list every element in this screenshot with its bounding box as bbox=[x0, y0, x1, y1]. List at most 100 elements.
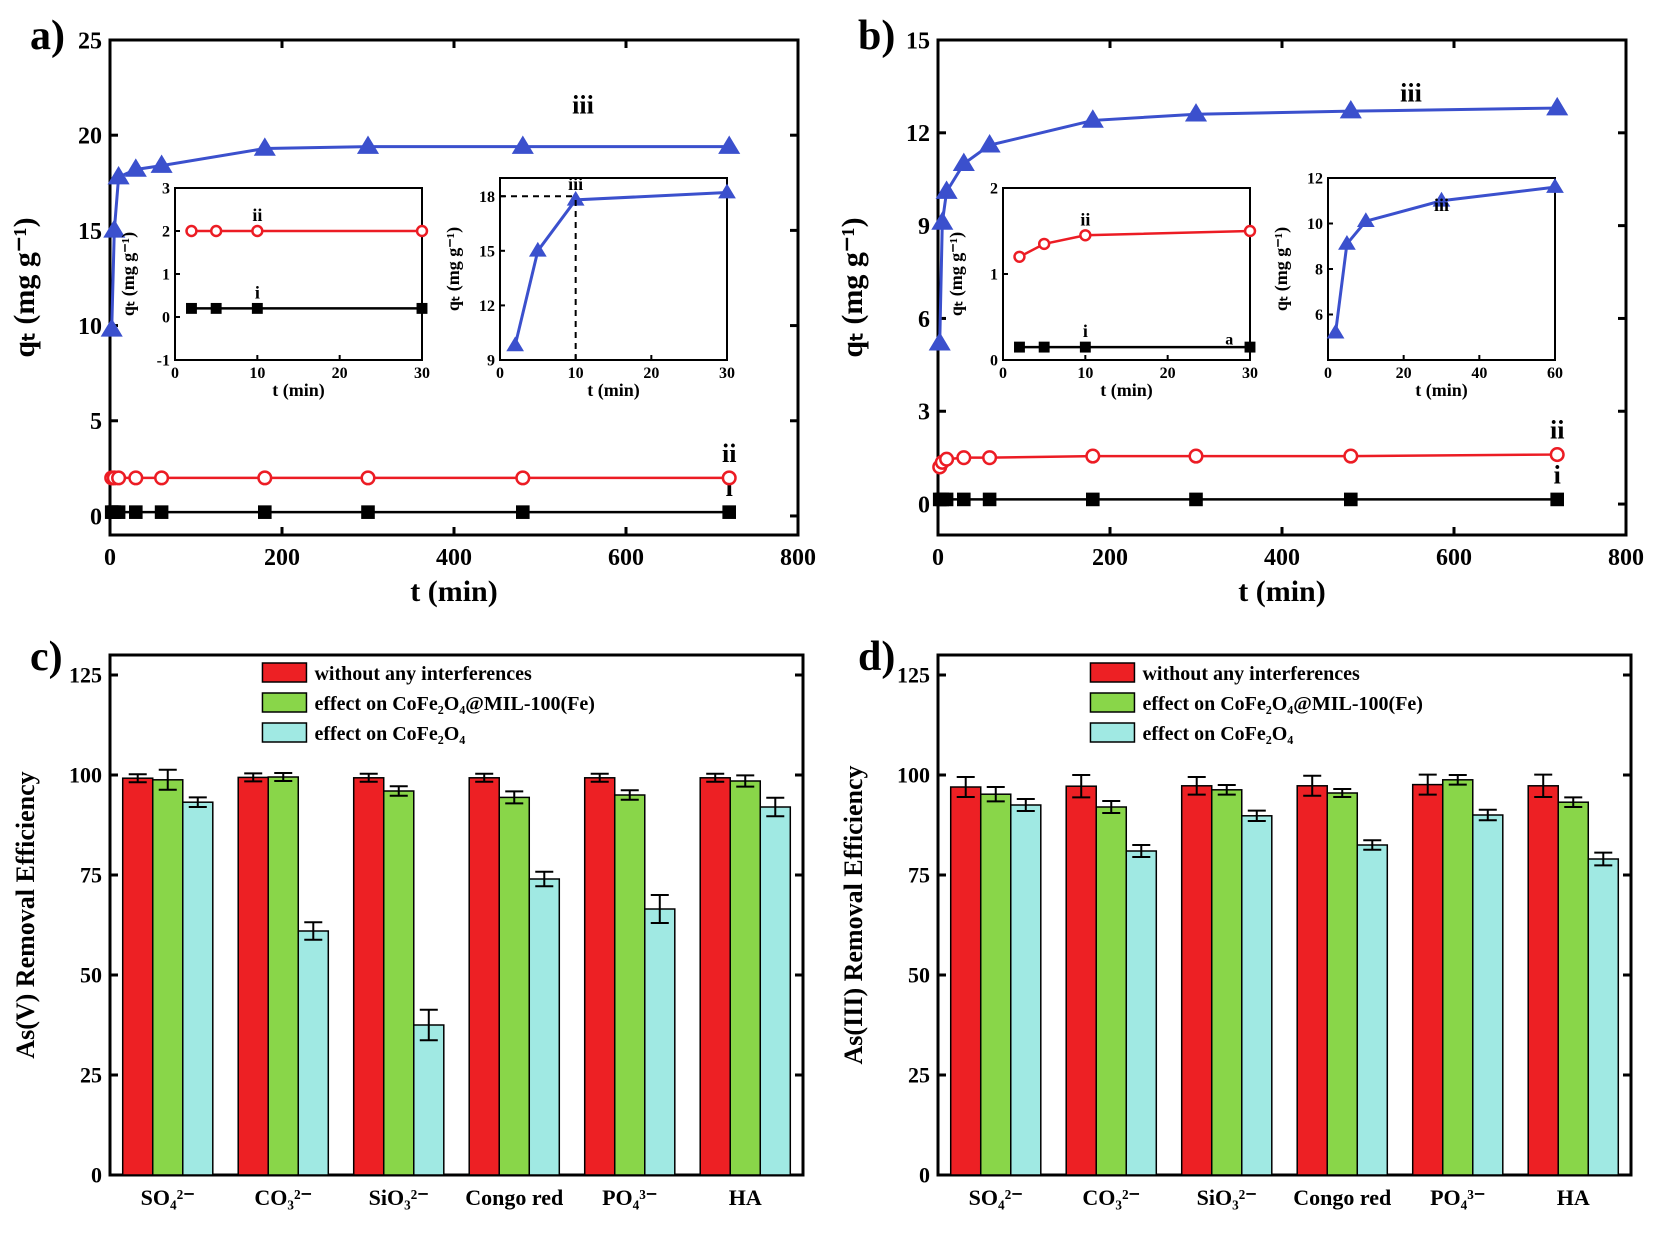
svg-text:-1: -1 bbox=[157, 353, 170, 370]
svg-text:effect on CoFe₂O₄: effect on CoFe₂O₄ bbox=[1142, 723, 1293, 745]
svg-text:PO₄³⁻: PO₄³⁻ bbox=[1430, 1185, 1485, 1210]
svg-text:CO₃²⁻: CO₃²⁻ bbox=[1082, 1185, 1140, 1210]
svg-text:12: 12 bbox=[906, 121, 930, 147]
svg-text:20: 20 bbox=[332, 365, 348, 382]
svg-text:50: 50 bbox=[80, 963, 102, 988]
svg-text:PO₄³⁻: PO₄³⁻ bbox=[602, 1185, 657, 1210]
svg-text:50: 50 bbox=[908, 963, 930, 988]
svg-text:CO₃²⁻: CO₃²⁻ bbox=[254, 1185, 312, 1210]
svg-text:10: 10 bbox=[78, 314, 102, 340]
svg-text:25: 25 bbox=[908, 1063, 930, 1088]
svg-text:0: 0 bbox=[90, 504, 102, 530]
svg-text:0: 0 bbox=[1324, 365, 1332, 382]
svg-text:t (min): t (min) bbox=[1238, 575, 1325, 608]
svg-text:Congo red: Congo red bbox=[465, 1185, 563, 1210]
svg-text:0: 0 bbox=[932, 545, 944, 571]
svg-text:As(V) Removal Efficiency: As(V) Removal Efficiency bbox=[11, 771, 40, 1058]
svg-text:10: 10 bbox=[1307, 216, 1323, 233]
svg-text:200: 200 bbox=[1092, 545, 1128, 571]
svg-text:3: 3 bbox=[162, 181, 170, 198]
svg-text:15: 15 bbox=[78, 219, 102, 245]
svg-text:ii: ii bbox=[1080, 209, 1090, 229]
svg-text:SO₄²⁻: SO₄²⁻ bbox=[969, 1185, 1023, 1210]
panel-d: d) 0255075100125SO₄²⁻CO₃²⁻SiO₃²⁻Congo re… bbox=[828, 625, 1656, 1245]
svg-text:18: 18 bbox=[479, 189, 495, 206]
svg-text:25: 25 bbox=[80, 1063, 102, 1088]
svg-text:i: i bbox=[255, 282, 260, 302]
svg-text:SO₄²⁻: SO₄²⁻ bbox=[141, 1185, 195, 1210]
svg-text:iii: iii bbox=[568, 174, 583, 194]
svg-text:SiO₃²⁻: SiO₃²⁻ bbox=[369, 1185, 429, 1210]
svg-text:0: 0 bbox=[990, 353, 998, 370]
svg-text:iii: iii bbox=[1400, 78, 1422, 107]
svg-text:600: 600 bbox=[608, 545, 644, 571]
panel-b-label: b) bbox=[858, 12, 895, 60]
svg-text:without any interferences: without any interferences bbox=[1142, 663, 1360, 685]
svg-text:125: 125 bbox=[69, 663, 102, 688]
svg-text:Congo red: Congo red bbox=[1293, 1185, 1391, 1210]
svg-text:0: 0 bbox=[104, 545, 116, 571]
svg-text:10: 10 bbox=[1077, 365, 1093, 382]
svg-text:60: 60 bbox=[1547, 365, 1563, 382]
svg-text:qₜ (mg g⁻¹): qₜ (mg g⁻¹) bbox=[836, 217, 869, 357]
svg-text:qₜ (mg g⁻¹): qₜ (mg g⁻¹) bbox=[118, 232, 139, 316]
svg-text:a: a bbox=[1225, 332, 1233, 349]
svg-text:effect on CoFe₂O₄@MIL-100(Fe): effect on CoFe₂O₄@MIL-100(Fe) bbox=[314, 693, 594, 715]
svg-text:30: 30 bbox=[719, 365, 735, 382]
svg-text:12: 12 bbox=[479, 298, 495, 315]
panel-c-label: c) bbox=[30, 633, 63, 681]
svg-text:25: 25 bbox=[78, 28, 102, 54]
svg-text:t (min): t (min) bbox=[1415, 380, 1468, 401]
svg-text:effect on CoFe₂O₄@MIL-100(Fe): effect on CoFe₂O₄@MIL-100(Fe) bbox=[1142, 693, 1423, 715]
svg-text:without any interferences: without any interferences bbox=[314, 663, 532, 685]
svg-text:0: 0 bbox=[999, 365, 1007, 382]
svg-text:i: i bbox=[1554, 460, 1561, 489]
svg-text:iii: iii bbox=[572, 90, 594, 119]
svg-text:t (min): t (min) bbox=[1100, 380, 1153, 401]
svg-text:15: 15 bbox=[479, 243, 495, 260]
svg-text:t (min): t (min) bbox=[272, 380, 325, 401]
svg-text:10: 10 bbox=[249, 365, 265, 382]
svg-text:20: 20 bbox=[1160, 365, 1176, 382]
svg-text:6: 6 bbox=[1315, 307, 1323, 324]
panel-d-label: d) bbox=[858, 633, 895, 681]
svg-text:40: 40 bbox=[1471, 365, 1487, 382]
svg-text:100: 100 bbox=[897, 763, 930, 788]
svg-text:800: 800 bbox=[780, 545, 816, 571]
svg-text:125: 125 bbox=[897, 663, 930, 688]
svg-text:HA: HA bbox=[1557, 1185, 1590, 1210]
svg-text:3: 3 bbox=[918, 400, 930, 426]
svg-text:30: 30 bbox=[1242, 365, 1258, 382]
svg-text:qₜ (mg g⁻¹): qₜ (mg g⁻¹) bbox=[8, 217, 41, 357]
svg-text:600: 600 bbox=[1436, 545, 1472, 571]
svg-text:1: 1 bbox=[162, 267, 170, 284]
svg-text:8: 8 bbox=[1315, 262, 1323, 279]
svg-text:20: 20 bbox=[78, 124, 102, 150]
svg-text:0: 0 bbox=[162, 310, 170, 327]
svg-text:20: 20 bbox=[1396, 365, 1412, 382]
svg-text:ii: ii bbox=[1550, 416, 1564, 445]
panel-c: c) 0255075100125SO₄²⁻CO₃²⁻SiO₃²⁻Congo re… bbox=[0, 625, 828, 1245]
panel-a: a) 02004006008000510152025t (min)qₜ (mg … bbox=[0, 0, 828, 615]
svg-text:30: 30 bbox=[414, 365, 430, 382]
svg-text:1: 1 bbox=[990, 267, 998, 284]
svg-text:400: 400 bbox=[1264, 545, 1300, 571]
panel-b: b) 020040060080003691215t (min)qₜ (mg g⁻… bbox=[828, 0, 1656, 615]
svg-text:2: 2 bbox=[162, 224, 170, 241]
svg-text:10: 10 bbox=[568, 365, 584, 382]
svg-text:800: 800 bbox=[1608, 545, 1644, 571]
svg-text:ii: ii bbox=[722, 439, 736, 468]
svg-text:qₜ (mg g⁻¹): qₜ (mg g⁻¹) bbox=[1271, 227, 1292, 311]
svg-text:20: 20 bbox=[643, 365, 659, 382]
svg-text:5: 5 bbox=[90, 409, 102, 435]
svg-text:75: 75 bbox=[908, 863, 930, 888]
svg-text:0: 0 bbox=[918, 492, 930, 518]
svg-text:HA: HA bbox=[729, 1185, 762, 1210]
svg-text:2: 2 bbox=[990, 181, 998, 198]
svg-text:0: 0 bbox=[496, 365, 504, 382]
svg-text:12: 12 bbox=[1307, 171, 1323, 188]
figure: a) 02004006008000510152025t (min)qₜ (mg … bbox=[0, 0, 1656, 1255]
svg-text:qₜ (mg g⁻¹): qₜ (mg g⁻¹) bbox=[443, 227, 464, 311]
svg-text:As(III) Removal Efficiency: As(III) Removal Efficiency bbox=[839, 766, 868, 1065]
svg-text:t (min): t (min) bbox=[410, 575, 497, 608]
